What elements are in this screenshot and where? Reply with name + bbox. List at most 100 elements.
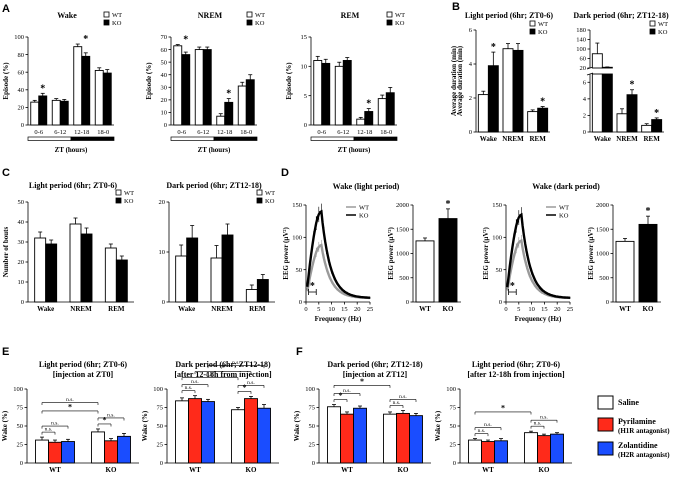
A2-legend-ko-swatch [246,19,253,26]
D4-y-axis-title: EEG power (μV²) [587,227,595,280]
E1-bar-pyrilamine-1 [104,440,118,464]
D1-legend-wt-label: WT [359,204,369,211]
C2-legend-wt-label: WT [265,190,275,197]
A3-dark-phase-bar [353,136,398,141]
D3-x-tick-label: 20 [554,306,561,313]
panel-label-d: D [281,167,289,179]
C1-x-tick-label: Wake [37,305,54,313]
E2-bar-pyrilamine-1 [244,398,258,464]
E1-bar-zolantidine-0 [61,441,75,464]
E1-y-tick-label: 50 [17,423,24,430]
A2-bar-wt-2 [216,115,226,126]
A2-bar-ko-2 [224,101,234,126]
B1-sig-star: * [491,42,496,53]
D1-y-tick-label: 0 [299,299,302,306]
C2-legend-ko-swatch [256,197,263,204]
D3-y-axis-title: EEG power (μV²) [482,227,490,280]
A1-sig-star: * [40,83,45,94]
C1-y-tick-label: 30 [18,239,25,246]
F1-bar-saline-1 [383,413,397,464]
D3-x-tick-label: 0 [504,306,507,313]
B2-bar-wt-0-upper [591,53,603,69]
E1-y-tick-label: 25 [17,442,24,449]
E2-bar-zolantidine-0 [201,401,215,464]
F1-bar-zolantidine-0 [353,407,367,464]
A3-bar-ko-3 [385,92,395,126]
F1-y-tick-label: 100 [305,386,315,393]
B2-x-tick-label: NREM [616,135,638,143]
B2-y-tick-label: 20 [580,65,587,72]
B2-bar-wt-0-lower [591,73,603,133]
B1-legend-wt-swatch [529,20,536,27]
D1-y-tick-label: 50 [296,267,303,274]
C2-title: Dark period (6hr; ZT12-18) [166,181,262,190]
C2-legend-ko-label: KO [265,198,275,205]
D4-x-tick-label: KO [643,305,654,313]
F1-bracket-label: n.s. [343,388,351,394]
A2-y-axis-title: Episode (%) [145,62,153,100]
F2-bar-saline-0 [468,439,482,464]
F1-subtitle: [injection at ZT12] [343,370,408,379]
F2-bracket-label: n.s. [534,421,542,427]
B2-y-tick-label: 180 [576,27,586,34]
F2-title: Light period (6hr; ZT0-6) [472,360,561,369]
A1-y-tick-label: 60 [18,69,25,76]
B2-y-tick-label: 2 [583,113,586,120]
A2-x-tick-label: 0-6 [177,129,186,136]
F1-bracket-label: * [339,391,343,400]
B1-y-axis-title: Average duration (min) [450,45,458,116]
A3-legend-wt-label: WT [395,12,405,19]
A3-bar-ko-1 [342,60,352,126]
B2-bar-wt-1 [616,113,628,133]
E2-x-tick-label: WT [189,466,201,474]
C2-bar-wt-0 [175,255,188,303]
C2-bar-ko-0 [186,237,199,303]
A1-bar-wt-1 [51,99,61,126]
D1-legend-ko-label: KO [359,212,369,219]
E2-bracket-label: n.s. [206,372,214,378]
F2-y-axis-title: Wake (%) [434,410,442,441]
B2-legend-ko-label: KO [658,29,668,36]
A2-sig-star: * [226,89,231,100]
E2-bar-saline-0 [175,400,189,464]
D3-legend-ko-label: KO [559,212,569,219]
B2-y-tick-label: 6 [583,79,587,86]
A1-y-axis-title: Episode (%) [2,62,10,100]
D1-x-tick-label: 25 [367,306,374,313]
F2-y-tick-label: 100 [446,386,456,393]
E2-y-tick-label: 100 [153,386,163,393]
D3-trace-wt [506,238,571,300]
A2-y-tick-label: 40 [161,72,168,79]
A2-x-axis-title: ZT (hours) [198,146,231,154]
B1-legend-ko-swatch [529,28,536,35]
B2-sig-star: * [654,108,659,119]
B1-bar-wt-0 [477,94,489,133]
D2-x-tick-label: KO [443,305,454,313]
A1-y-tick-label: 0 [21,122,24,129]
C2-y-tick-label: 10 [159,249,166,256]
D2-bar-ko [438,218,458,303]
A3-x-tick-label: 6-12 [337,129,349,136]
F1-y-tick-label: 25 [309,442,316,449]
C1-legend-wt-swatch [115,189,122,196]
A3-legend-wt-swatch [386,11,393,18]
A3-title: REM [341,11,360,20]
B2-y-tick-label: 0 [583,129,586,136]
A3-x-tick-label: 18-0 [380,129,392,136]
B2-bar-ko-0-lower [601,73,613,133]
D3-x-tick-label: 5 [517,306,520,313]
panel-label-b: B [452,1,460,13]
B2-y-tick-label: 60 [580,56,587,63]
B1-y-tick-label: 6 [469,27,473,34]
D1-sig-star: * [310,281,315,292]
F2-bar-zolantidine-0 [494,440,508,464]
A1-legend-wt-label: WT [112,12,122,19]
C1-bar-wt-1 [69,223,82,303]
B1-sig-star: * [540,97,545,108]
A2-legend-ko-label: KO [255,20,265,27]
C1-legend-ko-label: KO [124,198,134,205]
C1-y-tick-label: 40 [18,219,25,226]
E1-y-tick-label: 75 [17,405,24,412]
B2-bar-ko-2 [651,119,663,133]
E2-bracket-label: * [243,383,247,392]
